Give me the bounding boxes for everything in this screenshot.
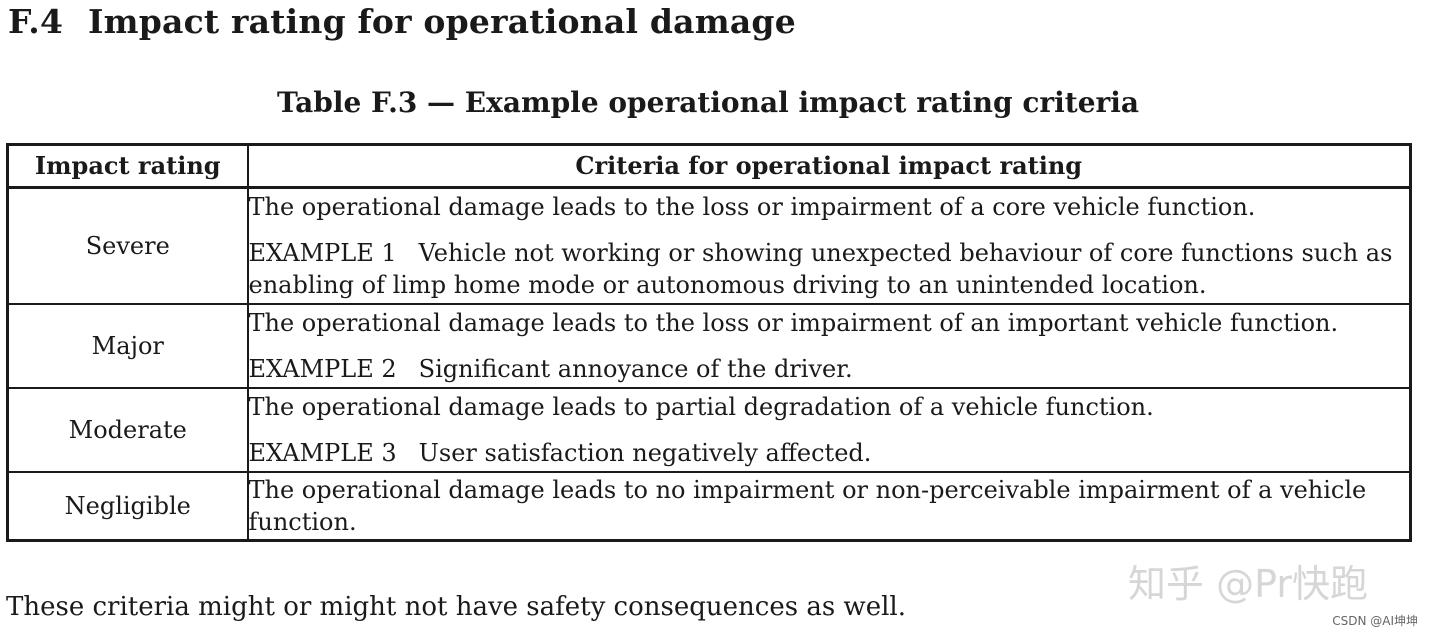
table-row: Moderate The operational damage leads to…	[6, 387, 1412, 473]
example-text: Significant annoyance of the driver.	[418, 355, 853, 383]
criteria-example: EXAMPLE 2 Significant annoyance of the dr…	[249, 353, 1410, 385]
example-text: User satisfaction negatively affected.	[418, 439, 872, 467]
rating-cell: Severe	[6, 186, 249, 305]
example-label: EXAMPLE 2	[248, 355, 397, 383]
header-impact-rating: Impact rating	[6, 143, 249, 189]
section-number: F.4	[8, 2, 64, 41]
section-heading: F.4 Impact rating for operational damage	[8, 2, 796, 41]
table-caption: Table F.3 — Example operational impact r…	[276, 86, 1140, 119]
table-row: Severe The operational damage leads to t…	[6, 186, 1412, 305]
header-criteria: Criteria for operational impact rating	[246, 143, 1412, 189]
criteria-example: EXAMPLE 1 Vehicle not working or showing …	[249, 237, 1410, 301]
watermark: 知乎 @Pr快跑	[1128, 562, 1368, 606]
footnote: These criteria might or might not have s…	[6, 592, 906, 622]
table-row: Negligible The operational damage leads …	[6, 471, 1412, 542]
rating-cell: Moderate	[6, 387, 249, 473]
source-tag: CSDN @AI坤坤	[1332, 614, 1418, 628]
criteria-example: EXAMPLE 3 User satisfaction negatively af…	[249, 437, 1410, 469]
rating-cell: Major	[6, 303, 249, 389]
impact-rating-table: Impact rating Criteria for operational i…	[6, 143, 1412, 542]
criteria-statement: The operational damage leads to no impai…	[248, 476, 1367, 536]
criteria-statement: The operational damage leads to partial …	[248, 393, 1154, 421]
criteria-cell: The operational damage leads to no impai…	[246, 471, 1412, 542]
criteria-statement: The operational damage leads to the loss…	[248, 193, 1256, 221]
example-label: EXAMPLE 3	[248, 439, 397, 467]
section-title: Impact rating for operational damage	[88, 2, 796, 41]
table-row: Major The operational damage leads to th…	[6, 303, 1412, 389]
criteria-statement: The operational damage leads to the loss…	[248, 309, 1339, 337]
example-label: EXAMPLE 1	[248, 239, 397, 267]
criteria-cell: The operational damage leads to partial …	[246, 387, 1412, 473]
rating-cell: Negligible	[6, 471, 249, 542]
criteria-cell: The operational damage leads to the loss…	[246, 303, 1412, 389]
example-text: Vehicle not working or showing unexpecte…	[248, 239, 1393, 299]
criteria-cell: The operational damage leads to the loss…	[246, 186, 1412, 305]
table-header-row: Impact rating Criteria for operational i…	[6, 143, 1412, 189]
